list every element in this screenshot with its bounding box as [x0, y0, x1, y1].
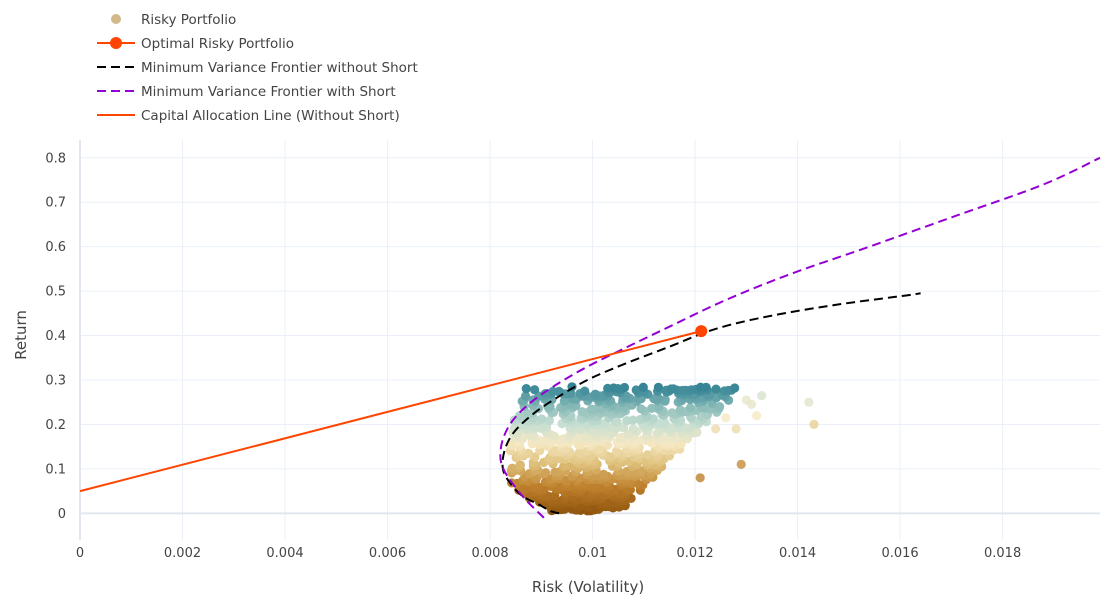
y-tick-label: 0.7: [45, 196, 66, 211]
y-tick-label: 0.6: [45, 240, 66, 255]
legend[interactable]: Risky Portfolio Optimal Risky Portfolio Mi…: [97, 12, 418, 124]
risky-portfolio-point: [636, 404, 646, 414]
risky-portfolio-point: [521, 391, 531, 401]
x-tick-label: 0.016: [881, 546, 918, 561]
risky-portfolio-point: [530, 385, 540, 395]
risky-portfolio-point: [696, 382, 706, 392]
x-axis-title: Risk (Volatility): [532, 578, 644, 596]
legend-label: Minimum Variance Frontier with Short: [141, 84, 396, 100]
risky-portfolio-point: [746, 399, 757, 409]
x-tick-label: 0: [76, 546, 84, 561]
risky-portfolio-point: [577, 407, 587, 417]
risky-portfolio-point: [590, 389, 600, 399]
risky-portfolio-point: [660, 418, 670, 428]
risky-portfolio-point: [599, 469, 609, 479]
x-tick-label: 0.002: [164, 546, 201, 561]
risky-portfolio-point: [521, 384, 531, 394]
capital-allocation-line: [79, 330, 702, 493]
risky-portfolio-point: [537, 414, 547, 424]
legend-item-mvf-with-short[interactable]: Minimum Variance Frontier with Short: [97, 84, 396, 100]
risky-portfolio-point: [609, 383, 619, 393]
optimal-marker-layer: [695, 325, 708, 338]
risky-portfolio-point: [515, 460, 526, 470]
y-tick-label: 0.3: [45, 374, 66, 389]
risky-portfolio-point: [715, 402, 725, 412]
risky-portfolio-point: [692, 427, 702, 437]
risky-portfolio-point: [559, 396, 569, 406]
risky-portfolio-point: [730, 383, 740, 393]
risky-portfolio-point: [653, 393, 664, 403]
y-tick-label: 0.5: [45, 285, 66, 300]
legend-item-mvf-without-short[interactable]: Minimum Variance Frontier without Short: [97, 60, 418, 76]
risky-portfolio-point: [628, 415, 638, 425]
x-tick-label: 0.004: [266, 546, 303, 561]
risky-portfolio-point: [695, 473, 705, 483]
legend-label: Optimal Risky Portfolio: [141, 36, 294, 52]
y-tick-label: 0: [58, 507, 66, 522]
legend-label: Capital Allocation Line (Without Short): [141, 108, 400, 124]
x-tick-label: 0.01: [578, 546, 607, 561]
risky-portfolio-point: [541, 468, 551, 478]
y-tick-label: 0.2: [45, 418, 66, 433]
risky-portfolio-scatter: [505, 382, 819, 516]
risky-portfolio-point: [721, 413, 731, 423]
risky-portfolio-point: [757, 391, 767, 401]
risky-portfolio-point: [711, 424, 721, 434]
legend-label: Risky Portfolio: [141, 12, 236, 28]
risky-portfolio-point: [550, 491, 560, 501]
y-axis-title: Return: [12, 310, 30, 360]
risky-portfolio-point: [580, 386, 590, 396]
risky-portfolio-point: [636, 466, 647, 476]
risky-portfolio-point: [586, 404, 597, 414]
risky-portfolio-point: [736, 459, 746, 469]
risky-portfolio-point: [574, 448, 584, 458]
risky-portfolio-point: [668, 384, 679, 394]
risky-portfolio-point: [603, 440, 613, 450]
risky-portfolio-point: [804, 397, 814, 407]
legend-label: Minimum Variance Frontier without Short: [141, 60, 418, 76]
mvf-with-short-line: [499, 156, 1101, 519]
x-tick-label: 0.008: [471, 546, 508, 561]
risky-portfolio-point: [685, 403, 696, 413]
y-tick-label: 0.4: [45, 329, 66, 344]
risky-portfolio-point: [628, 424, 638, 434]
series-lines: [79, 156, 1101, 519]
risky-portfolio-point: [643, 450, 653, 460]
y-axis-ticks: 0 0.1 0.2 0.3 0.4 0.5 0.6 0.7 0.8: [45, 151, 66, 522]
mvf-without-short-line: [501, 292, 921, 515]
legend-item-capital-allocation-line[interactable]: Capital Allocation Line (Without Short): [97, 108, 400, 124]
x-tick-label: 0.012: [676, 546, 713, 561]
risky-portfolio-point: [809, 419, 819, 429]
risky-portfolio-point: [731, 424, 741, 434]
risky-portfolio-point: [616, 432, 626, 443]
y-tick-label: 0.8: [45, 151, 66, 166]
risky-portfolio-point: [544, 416, 555, 426]
risky-portfolio-point: [638, 382, 648, 392]
y-tick-label: 0.1: [45, 462, 66, 477]
x-tick-label: 0.018: [984, 546, 1021, 561]
risky-portfolio-point: [667, 408, 677, 418]
risky-portfolio-point: [711, 384, 721, 394]
legend-item-risky-portfolio[interactable]: Risky Portfolio: [111, 12, 236, 28]
legend-symbol: [111, 14, 121, 24]
risky-portfolio-point: [647, 403, 657, 413]
risky-portfolio-point: [631, 385, 641, 395]
legend-item-optimal-risky-portfolio[interactable]: Optimal Risky Portfolio: [97, 36, 294, 52]
risky-portfolio-point: [554, 386, 564, 396]
risky-portfolio-point: [752, 411, 762, 421]
optimal-risky-portfolio-marker: [695, 325, 708, 338]
x-tick-label: 0.006: [369, 546, 406, 561]
x-axis-ticks: 0 0.002 0.004 0.006 0.008 0.01 0.012 0.014 0.016…: [76, 546, 1021, 561]
x-tick-label: 0.014: [779, 546, 816, 561]
risky-portfolio-point: [653, 382, 664, 392]
legend-symbol: [110, 37, 122, 49]
risky-portfolio-point: [675, 405, 685, 415]
risky-portfolio-point: [619, 382, 630, 393]
risky-portfolio-point: [573, 433, 584, 443]
